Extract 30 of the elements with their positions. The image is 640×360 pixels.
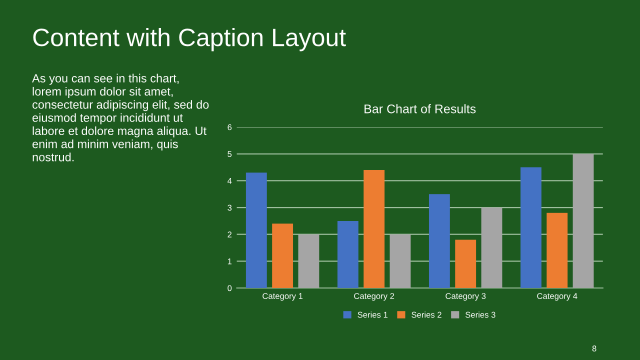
- chart-title: Bar Chart of Results: [364, 104, 476, 114]
- text: Content with Caption Layout: [33, 28, 346, 52]
- text: As you can see in this chart, lorem ipsum dolor sit amet, consectetur adipiscing elit, sed do eiusmod tempor incididunt ut labore et dolore magna aliqua. Ut enim ad minim veniam, quis nostrud.: [32, 74, 209, 162]
- bar: [520, 167, 542, 288]
- y-tick-label: 6: [228, 124, 232, 130]
- x-tick-label: Category 4: [537, 293, 578, 301]
- y-tick-label: 0: [228, 285, 232, 292]
- y-tick-label: 5: [228, 151, 232, 157]
- x-tick-label: Category 2: [354, 293, 394, 301]
- y-tick-label: 3: [228, 204, 232, 211]
- legend-label: Series 3: [466, 312, 496, 318]
- x-tick-label: Category 1: [262, 293, 303, 301]
- legend-label: Series 1: [358, 312, 388, 318]
- bar: [572, 154, 594, 288]
- bar: [428, 194, 450, 288]
- bar: [246, 172, 267, 288]
- bar: [390, 234, 411, 288]
- bar: [337, 220, 358, 288]
- bar: [298, 234, 320, 288]
- y-tick-label: 2: [228, 232, 232, 238]
- y-tick-label: 4: [227, 178, 232, 184]
- bar: [364, 170, 385, 288]
- y-tick-label: 1: [228, 258, 232, 264]
- bar: [455, 240, 476, 288]
- x-tick-label: Category 3: [446, 293, 486, 301]
- bar: [481, 208, 502, 288]
- text: 8: [592, 346, 596, 352]
- bar: [546, 212, 568, 288]
- legend-label: Series 2: [412, 312, 442, 318]
- bar: [272, 224, 294, 288]
